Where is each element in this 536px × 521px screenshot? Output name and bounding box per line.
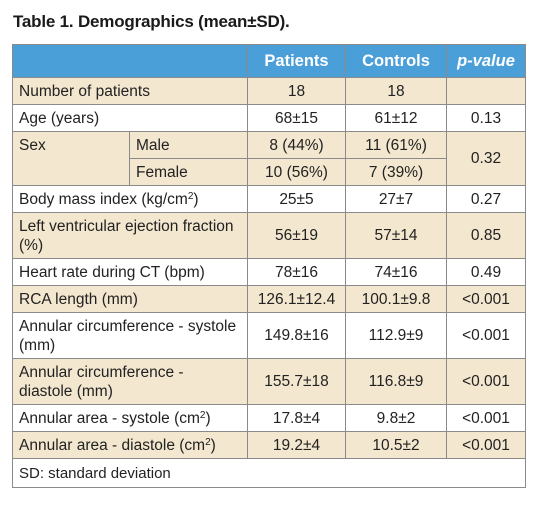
header-patients: Patients [247,44,346,78]
cell-pvalue: <0.001 [446,358,526,405]
table-footnote: SD: standard deviation [12,458,526,488]
row-label: Annular circumference - diastole (mm) [12,358,248,405]
table-row-sex-male: Sex Male 8 (44%) 11 (61%) 0.32 [12,131,526,186]
cell-patients: 56±19 [247,212,346,259]
cell-patients: 149.8±16 [247,312,346,359]
cell-pvalue: 0.85 [446,212,526,259]
demographics-table: Patients Controls p-value Number of pati… [12,44,526,488]
cell-patients: 126.1±12.4 [247,285,346,313]
cell-controls: 11 (61%) [345,131,447,159]
row-label-sex: Sex [12,131,130,186]
header-controls: Controls [345,44,447,78]
header-pvalue-text: p-value [457,51,515,70]
cell-pvalue: 0.49 [446,258,526,286]
table-row-heart-rate: Heart rate during CT (bpm) 78±16 74±16 0… [12,258,526,286]
row-label-end: ) [205,409,211,427]
cell-patients: 19.2±4 [247,431,346,459]
row-label: Annular area - systole (cm2) [12,404,248,432]
table-row-area-diastole: Annular area - diastole (cm2) 19.2±4 10.… [12,431,526,459]
cell-controls: 27±7 [345,185,447,213]
table-row-bmi: Body mass index (kg/cm2) 25±5 27±7 0.27 [12,185,526,213]
table-caption: Table 1. Demographics (mean±SD). [13,12,290,31]
row-sublabel-female: Female [129,158,248,186]
row-label-text: Annular area - systole (cm [19,409,200,427]
cell-controls: 100.1±9.8 [345,285,447,313]
row-label: Age (years) [12,104,248,132]
row-label: Annular circumference - systole (mm) [12,312,248,359]
table-row-sex-female: Female 10 (56%) 7 (39%) [12,158,526,186]
cell-controls: 57±14 [345,212,447,259]
table-row-circ-diastole: Annular circumference - diastole (mm) 15… [12,358,526,405]
cell-controls: 7 (39%) [345,158,447,186]
cell-controls: 9.8±2 [345,404,447,432]
table-row-lvef: Left ventricular ejection fraction (%) 5… [12,212,526,259]
cell-controls: 10.5±2 [345,431,447,459]
cell-controls: 61±12 [345,104,447,132]
table-row-rca: RCA length (mm) 126.1±12.4 100.1±9.8 <0.… [12,285,526,313]
cell-pvalue-sex: 0.32 [446,131,526,186]
row-label: RCA length (mm) [12,285,248,313]
row-label-sup: 2 [205,436,211,448]
cell-pvalue: 0.13 [446,104,526,132]
cell-patients: 18 [247,77,346,105]
cell-patients: 25±5 [247,185,346,213]
row-label-text: Body mass index (kg/cm [19,190,188,208]
row-label-text: Annular area - diastole (cm [19,436,206,454]
cell-controls: 116.8±9 [345,358,447,405]
row-sublabel-male: Male [129,131,248,159]
row-label-sup: 2 [199,409,206,421]
row-label-end: ) [210,436,216,454]
cell-pvalue: <0.001 [446,431,526,459]
table-row-number: Number of patients 18 18 [12,77,526,105]
cell-pvalue: 0.27 [446,185,526,213]
table-row-area-systole: Annular area - systole (cm2) 17.8±4 9.8±… [12,404,526,432]
cell-patients: 10 (56%) [247,158,346,186]
table-row-circ-systole: Annular circumference - systole (mm) 149… [12,312,526,359]
row-label: Number of patients [12,77,248,105]
cell-pvalue: <0.001 [446,285,526,313]
footnote-row: SD: standard deviation [12,458,526,488]
cell-controls: 74±16 [345,258,447,286]
row-label-sup: 2 [187,190,194,202]
header-row: Patients Controls p-value [12,44,526,78]
cell-pvalue: <0.001 [446,404,526,432]
table-row-age: Age (years) 68±15 61±12 0.13 [12,104,526,132]
cell-controls: 18 [345,77,447,105]
cell-patients: 17.8±4 [247,404,346,432]
cell-pvalue [446,77,526,105]
row-label: Left ventricular ejection fraction (%) [12,212,248,259]
cell-patients: 155.7±18 [247,358,346,405]
header-blank [12,44,248,78]
cell-pvalue: <0.001 [446,312,526,359]
header-pvalue: p-value [446,44,526,78]
cell-patients: 78±16 [247,258,346,286]
row-label: Body mass index (kg/cm2) [12,185,248,213]
row-label-end: ) [193,190,199,208]
cell-patients: 68±15 [247,104,346,132]
row-label: Annular area - diastole (cm2) [12,431,248,459]
row-label: Heart rate during CT (bpm) [12,258,248,286]
cell-controls: 112.9±9 [345,312,447,359]
cell-patients: 8 (44%) [247,131,346,159]
